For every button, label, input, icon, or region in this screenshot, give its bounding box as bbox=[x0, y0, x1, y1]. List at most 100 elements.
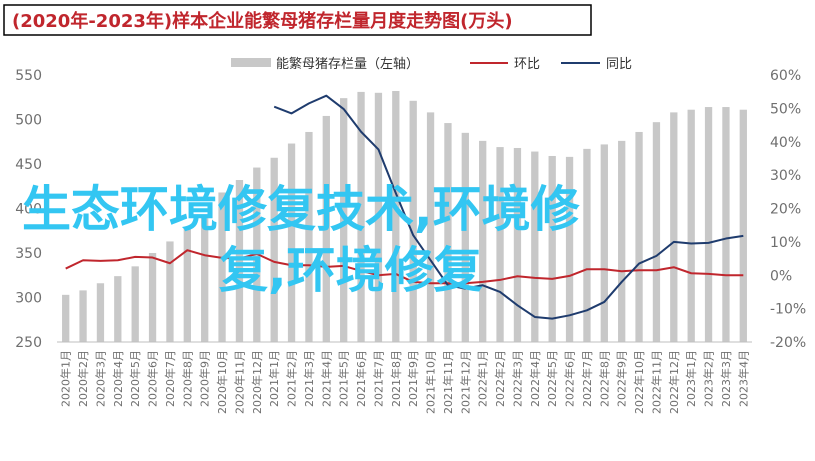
bar-34 bbox=[635, 131, 643, 342]
x-axis: 2020年1月 2020年2月 2020年3月 2020年4月 2020年5月 2020年… bbox=[57, 341, 752, 414]
x-tick-label: 2020年12月 bbox=[250, 350, 264, 414]
x-tick-label: 2022年10月 bbox=[632, 350, 646, 414]
x-tick-label: 2022年9月 bbox=[615, 350, 629, 407]
x-tick-label: 2020年6月 bbox=[146, 350, 160, 407]
x-tick-label: 2020年2月 bbox=[76, 350, 90, 407]
bar-22 bbox=[426, 112, 435, 342]
bar-21 bbox=[409, 100, 417, 342]
bar-36 bbox=[670, 112, 678, 342]
bar-25 bbox=[479, 140, 487, 342]
y-left-tick-label: 500 bbox=[15, 113, 42, 129]
x-tick-label: 2022年8月 bbox=[597, 350, 611, 407]
bar-4 bbox=[114, 276, 122, 342]
x-tick-label: 2021年6月 bbox=[354, 350, 368, 407]
overlay-text: 生态环境修复技术,环境修 复,环境修复 bbox=[22, 181, 581, 299]
legend-label-bar: 能繁母猪存栏量（左轴） bbox=[276, 56, 419, 72]
y-left-tick-label: 550 bbox=[15, 68, 42, 84]
legend-label-huanbi: 环比 bbox=[514, 57, 540, 72]
bar-6 bbox=[148, 253, 157, 342]
x-tick-label: 2021年8月 bbox=[389, 350, 403, 407]
x-tick-label: 2021年2月 bbox=[285, 350, 299, 407]
x-tick-label: 2021年4月 bbox=[319, 350, 333, 407]
huanbi-line bbox=[65, 249, 744, 285]
y-axis-left: 250 300 350 400 450 500 550 bbox=[15, 68, 42, 351]
x-tick-label: 2023年3月 bbox=[719, 350, 733, 407]
bar-33 bbox=[618, 140, 626, 342]
x-tick-label: 2022年4月 bbox=[528, 350, 542, 407]
tongbi-line bbox=[273, 94, 744, 320]
bar-16 bbox=[322, 115, 330, 342]
bar-10 bbox=[218, 192, 226, 342]
y-right-tick-label: 20% bbox=[770, 202, 801, 218]
x-tick-label: 2020年3月 bbox=[93, 350, 107, 407]
y-right-tick-label: 60% bbox=[770, 68, 801, 84]
y-left-tick-label: 250 bbox=[15, 335, 42, 351]
bar-24 bbox=[461, 132, 469, 342]
x-tick-label: 2022年3月 bbox=[510, 350, 524, 407]
bar-26 bbox=[496, 147, 504, 342]
bar-3 bbox=[96, 283, 105, 342]
bar-9 bbox=[201, 217, 209, 342]
y-right-tick-label: 50% bbox=[770, 101, 801, 117]
title-box bbox=[3, 4, 592, 36]
x-tick-label: 2020年7月 bbox=[163, 350, 177, 407]
bar-35 bbox=[652, 122, 661, 342]
bar-8 bbox=[183, 228, 191, 342]
bar-27 bbox=[513, 147, 522, 342]
bar-31 bbox=[583, 148, 591, 342]
x-tick-label: 2020年1月 bbox=[59, 350, 73, 407]
x-tick-label: 2022年1月 bbox=[476, 350, 490, 407]
bar-30 bbox=[565, 156, 574, 342]
x-tick-label: 2022年12月 bbox=[667, 350, 681, 414]
bar-7 bbox=[166, 241, 174, 342]
x-tick-label: 2021年7月 bbox=[371, 350, 385, 407]
x-tick-label: 2020年4月 bbox=[111, 350, 125, 407]
legend-swatch-bar bbox=[231, 58, 271, 67]
bar-19 bbox=[374, 92, 383, 342]
y-right-tick-label: -20% bbox=[770, 335, 806, 351]
bar-13 bbox=[270, 157, 278, 342]
overlay-text-line2: 复,环境修复 bbox=[219, 242, 483, 299]
x-tick-label: 2020年5月 bbox=[128, 350, 142, 407]
y-right-tick-label: 0% bbox=[770, 268, 792, 284]
x-tick-label: 2023年2月 bbox=[702, 350, 716, 407]
overlay-text-line1: 生态环境修复技术,环境修 bbox=[22, 181, 581, 238]
y-left-tick-label: 350 bbox=[15, 246, 42, 262]
x-tick-label: 2020年10月 bbox=[215, 350, 229, 414]
bar-29 bbox=[548, 155, 556, 342]
bar-37 bbox=[687, 109, 695, 343]
bar-40 bbox=[739, 109, 747, 343]
y-right-tick-label: -10% bbox=[770, 302, 806, 318]
y-right-tick-label: 40% bbox=[770, 135, 801, 151]
bar-5 bbox=[131, 266, 139, 342]
bar-23 bbox=[444, 123, 452, 342]
x-tick-label: 2020年11月 bbox=[232, 350, 246, 414]
bar-32 bbox=[600, 144, 608, 342]
bar-17 bbox=[340, 98, 348, 342]
chart-title: (2020年-2023年)样本企业能繁母猪存栏量月度走势图(万头) bbox=[12, 10, 513, 32]
y-left-tick-label: 300 bbox=[15, 291, 42, 307]
x-tick-label: 2020年9月 bbox=[198, 350, 212, 407]
x-tick-label: 2021年9月 bbox=[406, 350, 420, 407]
x-tick-label: 2022年5月 bbox=[545, 350, 559, 407]
x-tick-label: 2020年8月 bbox=[180, 350, 194, 407]
x-tick-label: 2021年3月 bbox=[302, 350, 316, 407]
line-series bbox=[65, 94, 744, 320]
bar-20 bbox=[392, 91, 400, 343]
bar-38 bbox=[704, 107, 713, 342]
x-tick-label: 2022年7月 bbox=[580, 350, 594, 407]
x-tick-label: 2023年1月 bbox=[684, 350, 698, 407]
bar-39 bbox=[722, 107, 730, 342]
bar-11 bbox=[235, 180, 244, 342]
x-tick-label: 2022年11月 bbox=[649, 350, 663, 414]
x-tick-label: 2021年10月 bbox=[424, 350, 438, 414]
x-tick-label: 2022年2月 bbox=[493, 350, 507, 407]
y-right-tick-label: 30% bbox=[770, 168, 801, 184]
y-axis-right: -20% -10% 0% 10% 20% 30% 40% 50% 60% bbox=[770, 68, 806, 351]
legend: 能繁母猪存栏量（左轴） 环比 同比 bbox=[231, 56, 632, 72]
x-tick-label: 2021年5月 bbox=[337, 350, 351, 407]
x-tick-label: 2022年6月 bbox=[563, 350, 577, 407]
bar-15 bbox=[305, 131, 313, 342]
legend-label-tongbi: 同比 bbox=[606, 57, 632, 72]
